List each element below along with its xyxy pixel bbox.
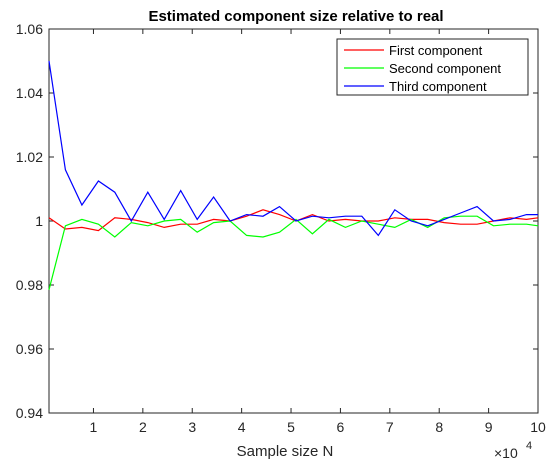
x-exponent: ×10 4 [494,440,532,461]
x-tick-label: 4 [238,419,246,435]
y-tick-label: 1.04 [16,85,43,101]
y-tick-label: 1 [35,213,43,229]
series-line-2 [48,215,539,290]
x-axis: 1 2 3 4 5 6 7 8 9 10 [90,29,546,435]
y-tick-label: 1.06 [16,21,43,37]
x-tick-label: 10 [530,419,546,435]
y-tick-label: 0.96 [16,341,43,357]
x-exponent-base: ×10 [494,445,518,461]
y-tick-label: 0.94 [16,405,43,421]
series-line-3 [48,60,538,237]
chart-title: Estimated component size relative to rea… [148,8,443,25]
x-tick-label: 1 [90,419,98,435]
series-lines [48,60,539,290]
y-tick-label: 1.02 [16,149,43,165]
x-axis-label: Sample size N [237,443,334,460]
legend-label-2: Second component [389,61,501,76]
x-tick-label: 8 [435,419,443,435]
legend-label-3: Third component [389,79,487,94]
x-tick-label: 7 [386,419,394,435]
x-tick-label: 2 [139,419,147,435]
x-tick-label: 3 [188,419,196,435]
legend: First component Second component Third com… [336,38,529,96]
x-tick-label: 6 [337,419,345,435]
y-tick-label: 0.98 [16,277,43,293]
x-tick-label: 9 [485,419,493,435]
legend-label-1: First component [389,43,483,58]
y-axis: 0.94 0.96 0.98 1 1.02 1.04 1.06 [16,21,538,421]
x-exponent-power: 4 [526,440,532,452]
x-tick-label: 5 [287,419,295,435]
